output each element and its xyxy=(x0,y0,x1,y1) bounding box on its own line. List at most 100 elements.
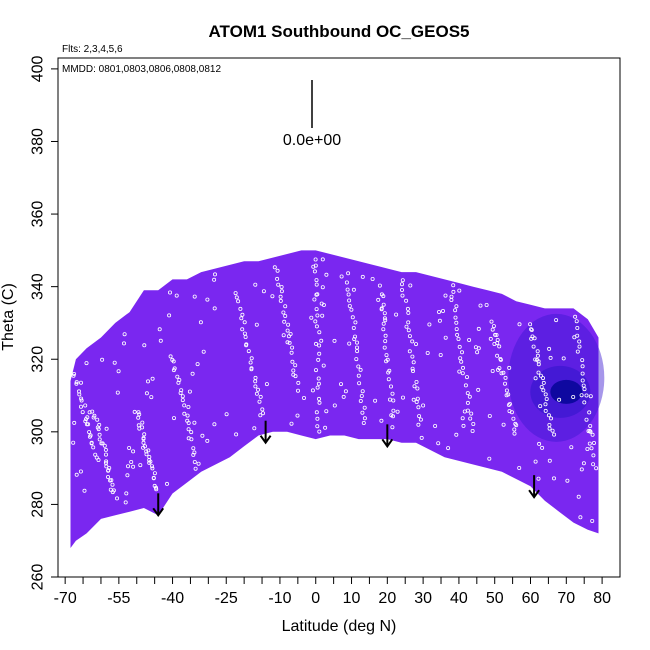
obs-point xyxy=(275,276,280,281)
obs-point xyxy=(249,356,254,361)
obs-point xyxy=(502,381,507,386)
obs-point xyxy=(499,371,504,376)
obs-point xyxy=(443,335,448,340)
obs-point xyxy=(495,353,500,358)
obs-point xyxy=(198,320,203,325)
obs-point xyxy=(345,287,350,292)
obs-point xyxy=(377,283,382,288)
obs-point xyxy=(313,319,318,324)
obs-point xyxy=(395,409,400,414)
obs-point xyxy=(575,333,580,338)
obs-point xyxy=(189,437,194,442)
obs-point xyxy=(191,446,196,451)
obs-point xyxy=(400,395,405,400)
obs-point xyxy=(95,417,100,422)
obs-point xyxy=(84,422,89,427)
obs-point xyxy=(577,344,582,349)
obs-point xyxy=(106,468,111,473)
obs-point xyxy=(285,340,290,345)
obs-point xyxy=(315,313,320,318)
obs-point xyxy=(91,445,96,450)
obs-point xyxy=(174,293,179,298)
theta-latitude-field xyxy=(70,250,605,548)
obs-point xyxy=(276,282,281,287)
obs-point xyxy=(457,344,462,349)
obs-point xyxy=(313,257,318,262)
obs-point xyxy=(212,272,217,277)
obs-point xyxy=(261,289,266,294)
obs-point xyxy=(252,426,257,431)
obs-point xyxy=(320,285,325,290)
obs-point xyxy=(281,310,286,315)
obs-point xyxy=(291,368,296,373)
obs-point xyxy=(123,500,128,505)
obs-point xyxy=(451,289,456,294)
obs-point xyxy=(243,334,248,339)
obs-point xyxy=(531,344,536,349)
obs-point xyxy=(487,413,492,418)
obs-point xyxy=(110,482,115,487)
obs-point xyxy=(386,377,391,382)
obs-point xyxy=(465,400,470,405)
obs-point xyxy=(142,432,147,437)
y-tick-label: 360 xyxy=(30,201,47,228)
obs-point xyxy=(279,284,284,289)
obs-point xyxy=(454,432,459,437)
obs-point xyxy=(176,380,181,385)
obs-point xyxy=(388,384,393,389)
obs-point xyxy=(295,388,300,393)
obs-point xyxy=(459,350,464,355)
obs-point xyxy=(293,374,298,379)
obs-point xyxy=(552,432,557,437)
obs-point xyxy=(497,344,502,349)
obs-point xyxy=(100,441,105,446)
obs-point xyxy=(147,460,152,465)
obs-point xyxy=(549,416,554,421)
obs-point xyxy=(400,293,405,298)
obs-point xyxy=(571,394,576,399)
obs-point xyxy=(592,440,597,445)
chart-title: ATOM1 Southbound OC_GEOS5 xyxy=(209,22,470,41)
obs-point xyxy=(468,416,473,421)
obs-point xyxy=(234,295,239,300)
obs-point xyxy=(490,368,495,373)
obs-point xyxy=(168,354,173,359)
obs-point xyxy=(353,320,358,325)
obs-point xyxy=(142,343,147,348)
obs-point xyxy=(346,271,351,276)
enhanced-region-core xyxy=(550,379,583,404)
obs-point xyxy=(255,387,260,392)
obs-point xyxy=(347,303,352,308)
obs-point xyxy=(150,376,155,381)
obs-point xyxy=(91,415,96,420)
obs-point xyxy=(410,368,415,373)
obs-point xyxy=(312,269,317,274)
obs-point xyxy=(254,391,259,396)
obs-point xyxy=(507,365,512,370)
obs-point xyxy=(127,445,132,450)
obs-point xyxy=(140,420,145,425)
obs-point xyxy=(494,332,499,337)
obs-point xyxy=(362,405,367,410)
obs-point xyxy=(115,390,120,395)
obs-point xyxy=(90,409,95,414)
obs-point xyxy=(97,437,102,442)
obs-point xyxy=(463,383,468,388)
obs-point xyxy=(190,371,195,376)
obs-point xyxy=(577,339,582,344)
obs-point xyxy=(317,343,322,348)
obs-point xyxy=(581,383,586,388)
obs-point xyxy=(507,401,512,406)
obs-point xyxy=(140,425,145,430)
obs-point xyxy=(543,392,548,397)
obs-point xyxy=(399,287,404,292)
obs-point xyxy=(575,349,580,354)
obs-point xyxy=(192,459,197,464)
obs-point xyxy=(471,421,476,426)
obs-point xyxy=(321,363,326,368)
obs-point xyxy=(122,341,127,346)
obs-point xyxy=(504,393,509,398)
obs-point xyxy=(541,380,546,385)
y-axis: 260 280 300 320 340 360 380 400 xyxy=(30,55,58,590)
obs-point xyxy=(591,462,596,467)
